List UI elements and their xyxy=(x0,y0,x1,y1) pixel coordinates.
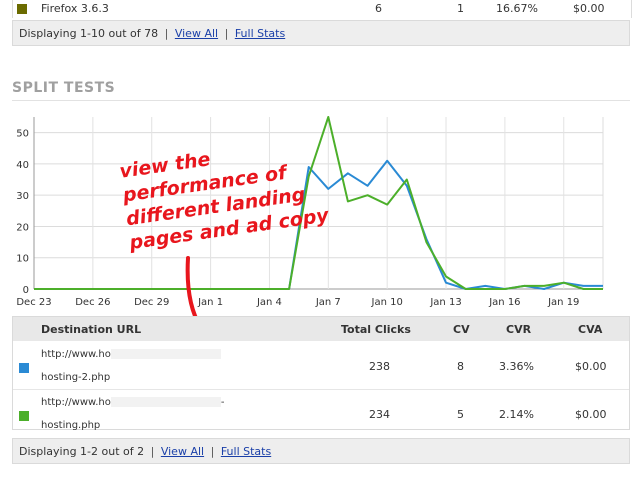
series-color-swatch xyxy=(19,363,29,373)
browser-col3: 16.67% xyxy=(496,2,538,15)
cvr-value: 3.36% xyxy=(499,360,534,373)
column-header-cvr[interactable]: CVR xyxy=(506,323,532,336)
table-row[interactable]: http://www.ho - hosting.php 234 5 2.14% $… xyxy=(13,391,629,436)
row-divider xyxy=(13,389,629,390)
browser-col1: 6 xyxy=(375,2,382,15)
divider xyxy=(12,100,630,101)
chart-grid xyxy=(33,117,604,290)
y-tick-label: 50 xyxy=(16,129,29,140)
url-line: http://www.ho xyxy=(41,397,111,408)
column-header-cva[interactable]: CVA xyxy=(578,323,603,336)
y-tick-label: 20 xyxy=(16,222,29,233)
destination-url[interactable]: http://www.ho hosting-2.php xyxy=(41,343,221,389)
separator: | xyxy=(224,27,229,40)
x-axis-ticks: Dec 23 Dec 26 Dec 29 Jan 1 Jan 4 Jan 7 Jan 10 J… xyxy=(16,297,579,308)
x-tick-label: Jan 16 xyxy=(488,297,520,308)
browsers-table: Firefox 3.6.3 6 1 16.67% $0.00 xyxy=(12,0,632,18)
y-tick-label: 0 xyxy=(23,285,29,296)
pagination-status: Displaying 1-2 out of 2 xyxy=(19,445,145,458)
column-header-clicks[interactable]: Total Clicks xyxy=(341,323,411,336)
y-tick-label: 40 xyxy=(16,160,29,171)
section-title: SPLIT TESTS xyxy=(12,80,116,96)
cv-value: 5 xyxy=(457,408,464,421)
table-row[interactable]: http://www.ho hosting-2.php 238 8 3.36% … xyxy=(13,343,629,388)
x-tick-label: Jan 7 xyxy=(315,297,341,308)
full-stats-link[interactable]: Full Stats xyxy=(234,27,286,40)
table-header: Destination URL Total Clicks CV CVR CVA xyxy=(13,317,629,341)
pagination-status: Displaying 1-10 out of 78 xyxy=(19,27,159,40)
url-line-tail: - xyxy=(220,397,225,408)
url-line: hosting-2.php xyxy=(41,372,111,383)
separator: | xyxy=(164,27,169,40)
total-clicks: 238 xyxy=(369,360,390,373)
cva-value: $0.00 xyxy=(575,408,607,421)
browser-col4: $0.00 xyxy=(573,2,605,15)
column-header-cv[interactable]: CV xyxy=(453,323,470,336)
redacted-block xyxy=(110,349,221,359)
destination-url[interactable]: http://www.ho - hosting.php xyxy=(41,391,225,437)
x-tick-label: Dec 26 xyxy=(75,297,110,308)
url-line: hosting.php xyxy=(41,420,101,431)
view-all-link[interactable]: View All xyxy=(160,445,205,458)
column-header-url[interactable]: Destination URL xyxy=(41,323,142,336)
chart-series xyxy=(34,116,603,290)
browser-name: Firefox 3.6.3 xyxy=(41,2,109,15)
series-line-2 xyxy=(34,116,603,290)
url-line: http://www.ho xyxy=(41,349,111,360)
x-tick-label: Jan 19 xyxy=(547,297,579,308)
cva-value: $0.00 xyxy=(575,360,607,373)
series-color-swatch xyxy=(19,411,29,421)
x-tick-label: Jan 13 xyxy=(429,297,461,308)
y-tick-label: 30 xyxy=(16,191,29,202)
separator: | xyxy=(210,445,215,458)
y-axis-ticks: 0 10 20 30 40 50 xyxy=(16,129,29,296)
x-tick-label: Jan 4 xyxy=(256,297,282,308)
x-tick-label: Jan 1 xyxy=(197,297,223,308)
x-tick-label: Dec 29 xyxy=(134,297,169,308)
browsers-table-footer: Displaying 1-10 out of 78 | View All | F… xyxy=(12,20,630,46)
view-all-link[interactable]: View All xyxy=(174,27,219,40)
split-tests-footer: Displaying 1-2 out of 2 | View All | Ful… xyxy=(12,438,630,464)
separator: | xyxy=(150,445,155,458)
cv-value: 8 xyxy=(457,360,464,373)
y-tick-label: 10 xyxy=(16,254,29,265)
x-tick-label: Dec 23 xyxy=(16,297,51,308)
x-tick-label: Jan 10 xyxy=(371,297,403,308)
redacted-block xyxy=(110,397,221,407)
cvr-value: 2.14% xyxy=(499,408,534,421)
total-clicks: 234 xyxy=(369,408,390,421)
browser-col2: 1 xyxy=(457,2,464,15)
split-tests-table: Destination URL Total Clicks CV CVR CVA … xyxy=(12,316,630,431)
full-stats-link[interactable]: Full Stats xyxy=(220,445,272,458)
series-color-swatch xyxy=(17,4,27,14)
